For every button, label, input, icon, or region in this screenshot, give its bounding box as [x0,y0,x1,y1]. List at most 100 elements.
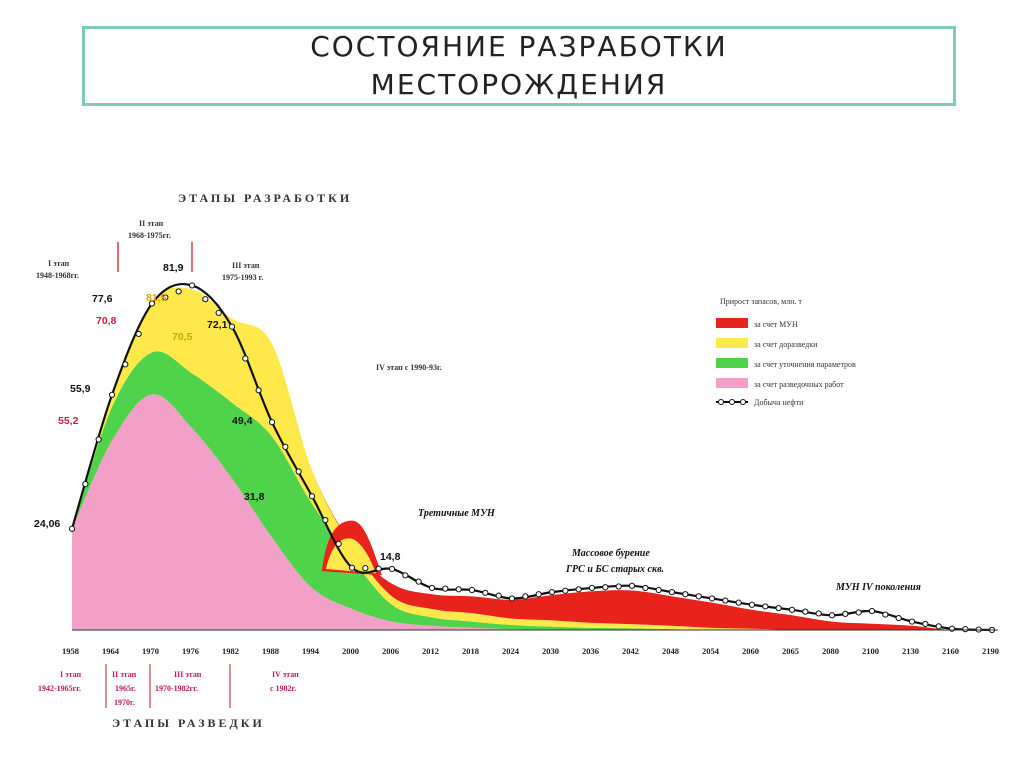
production-marker [215,309,222,317]
production-value-label: 14,8 [380,551,401,563]
production-marker [762,603,769,610]
x-tick-label: 2130 [902,646,919,656]
x-tick-label: 1994 [302,646,320,656]
production-marker [948,625,956,632]
production-marker [788,606,796,613]
production-marker [775,605,782,612]
x-tick-label: 1988 [262,646,279,656]
reserve-value-label: 70,5 [172,331,193,343]
production-value-label: 81,9 [163,262,184,274]
x-tick-label: 2100 [862,646,879,656]
x-tick-label: 2065 [782,646,799,656]
expl-stage-4-name: IV этап [272,670,299,679]
production-marker [668,589,676,596]
expl-stage-3-name: III этап [174,670,202,679]
title-box: СОСТОЯНИЕ РАЗРАБОТКИ МЕСТОРОЖДЕНИЯ [82,26,956,106]
production-marker [828,612,836,619]
annotation-tertiary-mun: Третичные МУН [418,508,496,519]
x-tick-label: 2060 [742,646,759,656]
dev-stages: I этап 1948-1968гг. II этап 1968-1975гг.… [36,219,442,372]
dev-stage-3-years: 1975-1993 г. [222,273,263,282]
production-marker [202,296,209,303]
legend-label-additional: за счет доразведки [754,340,818,349]
top-stage-header: ЭТАПЫ РАЗРАБОТКИ [178,191,352,205]
production-marker [68,525,76,532]
production-marker [282,443,289,450]
production-marker [148,300,156,307]
expl-stage-1-name: I этап [60,670,81,679]
production-marker [122,361,129,368]
production-marker [908,618,916,625]
legend: Прирост запасов, млн. т за счет МУН за с… [716,297,856,407]
x-tick-label: 2160 [942,646,959,656]
x-tick-label: 1964 [102,646,120,656]
expl-stage-2-years: 1965г. [115,684,136,693]
reserve-value-label: 70,8 [96,315,117,327]
production-marker [815,610,822,617]
title-line-2: МЕСТОРОЖДЕНИЯ [370,68,668,101]
production-marker [468,586,476,594]
production-marker [482,589,489,596]
x-tick-label: 2000 [342,646,359,656]
production-marker [508,595,516,602]
production-value-label: 55,9 [70,383,91,395]
production-value-label: 24,06 [34,518,60,530]
production-marker [842,610,849,617]
x-tick-label: 1982 [222,646,239,656]
legend-marker-3 [740,399,746,405]
x-tick-label: 2012 [422,646,439,656]
production-marker [735,599,742,606]
production-marker [108,391,116,398]
production-marker [935,623,942,630]
production-marker [522,593,529,600]
legend-marker-2 [729,399,735,405]
production-marker [455,586,462,593]
production-marker [375,565,382,572]
x-tick-label: 2006 [382,646,399,656]
production-marker [855,609,862,616]
x-tick-label: 2030 [542,646,559,656]
production-marker [615,583,622,590]
x-axis-ticks: 1958 1964 1970 1976 1982 1988 1994 2000 2006 2012… [62,646,999,656]
dev-stage-2-name: II этап [139,219,164,228]
legend-swatch-additional [716,338,748,348]
x-tick-label: 1958 [62,646,79,656]
expl-stage-4-years: с 1982г. [270,684,296,693]
production-marker [882,611,889,618]
expl-stage-3-years: 1970-1982гг. [155,684,198,693]
production-marker [322,516,329,524]
production-marker [802,608,809,615]
expl-stage-1-years: 1942-1965гг. [38,684,81,693]
production-marker [428,584,436,592]
legend-label-mun: за счет МУН [754,320,798,329]
production-marker [562,587,569,594]
x-tick-label: 2018 [462,646,479,656]
reserve-value-label: 55,2 [58,415,79,427]
production-marker [82,481,89,488]
production-marker [682,591,689,598]
x-tick-label: 1976 [182,646,199,656]
x-tick-label: 2054 [702,646,720,656]
title-line-1: СОСТОЯНИЕ РАЗРАБОТКИ [310,30,728,63]
production-marker [308,493,316,500]
production-marker [442,585,449,592]
annotation-mass-drilling: Массовое бурение [571,548,650,559]
x-tick-label: 2042 [622,646,639,656]
production-value-label: 31,8 [244,491,265,503]
legend-title: Прирост запасов, млн. т [720,297,802,306]
production-marker [895,614,902,622]
production-value-label: 72,1 [207,319,228,331]
production-marker [495,592,502,599]
reserve-value-label: 81,5 [146,292,167,304]
area-series-1 [72,351,992,631]
annotation-mun-4: МУН IV поколения [835,582,921,593]
production-marker [415,578,422,585]
x-tick-label: 2024 [502,646,520,656]
production-marker [575,586,582,593]
production-marker [135,330,142,338]
production-marker [695,593,702,600]
production-marker [242,355,249,362]
legend-marker-1 [718,399,724,405]
stacked-areas [72,287,992,631]
production-marker [402,572,409,579]
